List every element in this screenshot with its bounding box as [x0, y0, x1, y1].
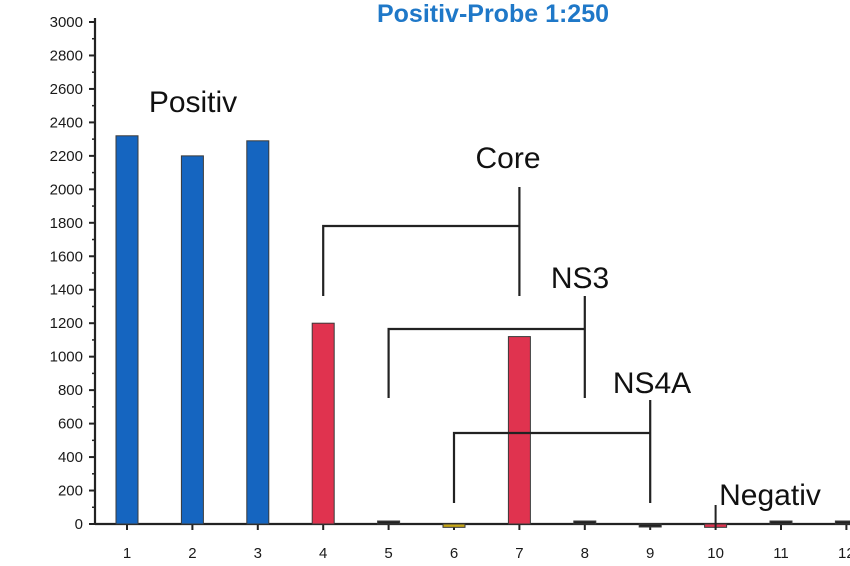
annotation-ns3: NS3	[551, 262, 609, 295]
y-axis: 0 200 400 600 800 1000 1200 1400 1600 1800 2000 220…	[50, 14, 97, 533]
bar	[311, 322, 335, 525]
y-tick-label: 800	[58, 382, 83, 399]
bar	[573, 520, 597, 525]
bar	[246, 140, 270, 525]
y-tick-label: 1400	[50, 282, 83, 299]
bracket-ns3	[387, 296, 586, 398]
y-tick-label: 600	[58, 416, 83, 433]
chart-title: Positiv-Probe 1:250	[377, 0, 609, 28]
annotation-brackets	[322, 187, 717, 528]
bar	[377, 520, 401, 525]
bar	[769, 520, 793, 525]
x-tick-label: 8	[581, 545, 589, 562]
y-tick-label: 3000	[50, 14, 83, 31]
y-tick-label: 1200	[50, 315, 83, 332]
y-tick-label: 1000	[50, 349, 83, 366]
bar	[442, 523, 466, 528]
x-tick-label: 3	[254, 545, 262, 562]
bar	[507, 336, 531, 525]
annotation-positiv: Positiv	[149, 86, 237, 119]
annotation-ns4a: NS4A	[613, 367, 691, 400]
y-tick-label: 0	[75, 516, 83, 533]
bar	[115, 135, 139, 525]
x-axis: 123456789101112	[95, 522, 850, 562]
x-tick-label: 12	[838, 545, 850, 562]
bracket-core	[322, 187, 521, 296]
annotation-negativ: Negativ	[719, 479, 821, 512]
x-tick-label: 9	[646, 545, 654, 562]
y-tick-label: 1600	[50, 248, 83, 265]
y-tick-label: 2200	[50, 148, 83, 165]
x-tick-label: 10	[707, 545, 724, 562]
x-tick-label: 2	[188, 545, 196, 562]
x-tick-label: 4	[319, 545, 327, 562]
bar	[834, 520, 850, 525]
bars	[115, 135, 850, 528]
y-tick-label: 2000	[50, 181, 83, 198]
y-tick-label: 1800	[50, 215, 83, 232]
y-tick-label: 200	[58, 483, 83, 500]
x-tick-label: 11	[773, 545, 789, 562]
bracket-ns4a	[452, 400, 652, 503]
x-tick-label: 6	[450, 545, 458, 562]
bar	[638, 523, 662, 528]
y-tick-label: 2600	[50, 81, 83, 98]
y-tick-label: 2800	[50, 47, 83, 64]
x-tick-label: 7	[515, 545, 523, 562]
y-tick-label: 2400	[50, 114, 83, 131]
y-tick-label: 400	[58, 449, 83, 466]
bar	[180, 155, 204, 525]
x-tick-label: 1	[123, 545, 131, 562]
annotation-core: Core	[475, 142, 540, 175]
x-tick-label: 5	[384, 545, 392, 562]
